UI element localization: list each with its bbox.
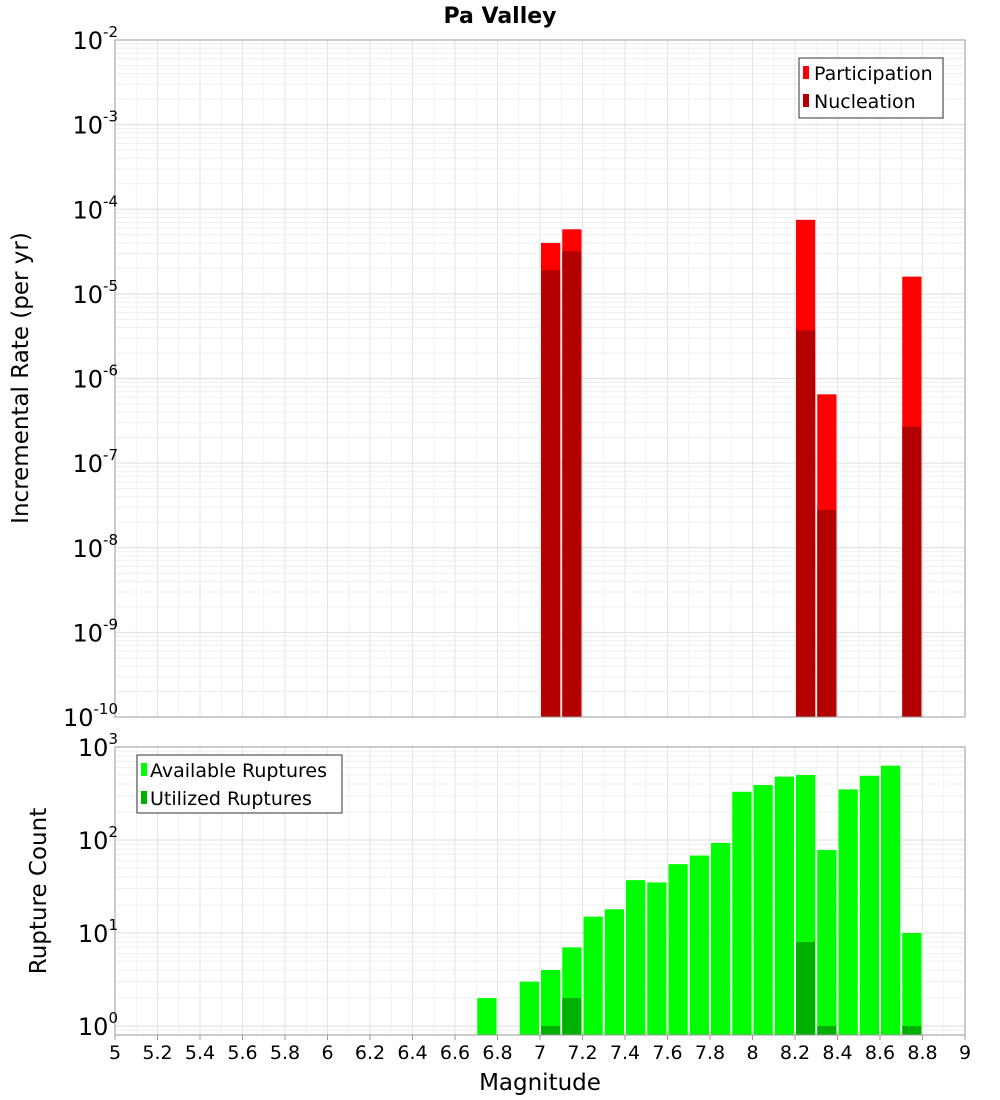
bottom-bar-available-ruptures bbox=[519, 981, 539, 1035]
x-tick-label: 8.6 bbox=[865, 1042, 895, 1064]
top-y-tick-label: 10-9 bbox=[72, 615, 118, 647]
bottom-y-tick-label: 102 bbox=[78, 823, 118, 855]
top-y-tick-label: 10-8 bbox=[72, 531, 118, 563]
top-bar-nucleation bbox=[902, 426, 922, 717]
bottom-bar-utilized-ruptures bbox=[796, 942, 816, 1035]
x-tick-label: 5 bbox=[109, 1042, 121, 1064]
top-legend: Participation Nucleation bbox=[798, 57, 944, 119]
bottom-bar-utilized-ruptures bbox=[902, 1025, 922, 1035]
bottom-bar-utilized-ruptures bbox=[817, 1025, 837, 1035]
x-tick-label: 7.8 bbox=[695, 1042, 725, 1064]
chart-title: Pa Valley bbox=[443, 4, 556, 29]
bottom-y-tick-label: 100 bbox=[78, 1009, 118, 1041]
bottom-bar-utilized-ruptures bbox=[562, 997, 582, 1035]
x-tick-label: 5.4 bbox=[185, 1042, 215, 1064]
bottom-legend: Available Ruptures Utilized Ruptures bbox=[136, 754, 343, 814]
top-y-ticks: 10-10 10-9 10-8 10-7 10-6 10-5 10-4 10-3 10-2 bbox=[63, 23, 118, 732]
x-tick-label: 8.4 bbox=[822, 1042, 852, 1064]
x-axis-label: Magnitude bbox=[479, 1070, 601, 1096]
top-legend-box bbox=[798, 57, 944, 119]
x-tick-label: 5.6 bbox=[227, 1042, 257, 1064]
top-y-tick-label: 10-7 bbox=[72, 446, 118, 478]
top-y-tick-label: 10-10 bbox=[63, 700, 118, 732]
bottom-bar-available-ruptures bbox=[477, 997, 497, 1035]
bottom-bar-available-ruptures bbox=[583, 916, 603, 1035]
bottom-y-tick-label: 103 bbox=[78, 730, 118, 762]
bottom-y-tick-label: 101 bbox=[78, 916, 118, 948]
x-tick-label: 8.8 bbox=[907, 1042, 937, 1064]
bottom-bar-available-ruptures bbox=[689, 855, 709, 1035]
bottom-bar-available-ruptures bbox=[881, 765, 901, 1035]
bottom-y-ticks: 100 101 102 103 bbox=[78, 730, 118, 1041]
top-panel: 10-10 10-9 10-8 10-7 10-6 10-5 10-4 10-3 10-2 In… bbox=[8, 23, 966, 732]
legend-swatch-nucleation bbox=[803, 94, 809, 107]
top-y-tick-label: 10-5 bbox=[72, 277, 118, 309]
x-tick-label: 7.6 bbox=[652, 1042, 682, 1064]
top-grid bbox=[114, 40, 966, 718]
x-tick-label: 5.2 bbox=[142, 1042, 172, 1064]
x-tick-label: 8 bbox=[746, 1042, 758, 1064]
bottom-bar-available-ruptures bbox=[817, 850, 837, 1035]
top-bar-nucleation bbox=[817, 509, 837, 717]
bottom-bar-utilized-ruptures bbox=[541, 1025, 561, 1035]
top-bar-nucleation bbox=[541, 270, 561, 717]
bottom-bar-available-ruptures bbox=[774, 776, 794, 1035]
x-ticks: 5 5.2 5.4 5.6 5.8 6 6.2 6.4 6.6 6.8 7 7.2 7.4 7.6 7.8 8… bbox=[109, 1035, 971, 1064]
bottom-bar-available-ruptures bbox=[711, 842, 731, 1035]
x-tick-label: 6.2 bbox=[355, 1042, 385, 1064]
legend-label-available: Available Ruptures bbox=[150, 760, 327, 782]
top-y-tick-label: 10-6 bbox=[72, 362, 118, 394]
x-tick-label: 6.6 bbox=[440, 1042, 470, 1064]
x-tick-label: 9 bbox=[959, 1042, 971, 1064]
bottom-legend-box bbox=[136, 754, 343, 814]
x-tick-label: 7.2 bbox=[567, 1042, 597, 1064]
bottom-bar-available-ruptures bbox=[732, 791, 752, 1035]
bottom-bar-available-ruptures bbox=[753, 785, 773, 1035]
top-y-tick-label: 10-2 bbox=[72, 23, 118, 55]
bottom-bar-available-ruptures bbox=[541, 969, 561, 1035]
bottom-bar-available-ruptures bbox=[668, 864, 688, 1035]
top-y-tick-label: 10-4 bbox=[72, 192, 118, 224]
legend-swatch-participation bbox=[803, 66, 809, 79]
bottom-bar-available-ruptures bbox=[647, 882, 667, 1035]
legend-label-utilized: Utilized Ruptures bbox=[150, 788, 312, 810]
bottom-bar-available-ruptures bbox=[859, 775, 879, 1035]
x-tick-label: 7 bbox=[534, 1042, 546, 1064]
x-tick-label: 7.4 bbox=[610, 1042, 640, 1064]
top-plot-frame bbox=[114, 39, 966, 718]
x-tick-label: 8.2 bbox=[780, 1042, 810, 1064]
bottom-bar-available-ruptures bbox=[626, 880, 646, 1035]
top-bar-nucleation bbox=[562, 251, 582, 717]
top-bar-nucleation bbox=[796, 330, 816, 717]
legend-label-nucleation: Nucleation bbox=[814, 91, 916, 113]
top-y-tick-label: 10-3 bbox=[72, 108, 118, 140]
x-tick-label: 6 bbox=[321, 1042, 333, 1064]
bottom-bar-available-ruptures bbox=[604, 909, 624, 1035]
legend-label-participation: Participation bbox=[814, 63, 933, 85]
top-y-axis-label: Incremental Rate (per yr) bbox=[8, 232, 34, 524]
bottom-y-axis-label: Rupture Count bbox=[26, 808, 52, 974]
bottom-bars bbox=[477, 765, 922, 1035]
x-tick-label: 6.8 bbox=[482, 1042, 512, 1064]
legend-swatch-available bbox=[141, 763, 147, 776]
legend-swatch-utilized bbox=[141, 791, 147, 804]
x-tick-label: 6.4 bbox=[397, 1042, 427, 1064]
top-bars bbox=[541, 219, 922, 718]
x-tick-label: 5.8 bbox=[270, 1042, 300, 1064]
bottom-panel: 100 101 102 103 5 5.2 5.4 5.6 5.8 6 6.2 6.4 6.6 6.8 7… bbox=[26, 730, 971, 1096]
bottom-bar-available-ruptures bbox=[838, 789, 858, 1035]
bottom-bar-available-ruptures bbox=[902, 932, 922, 1035]
